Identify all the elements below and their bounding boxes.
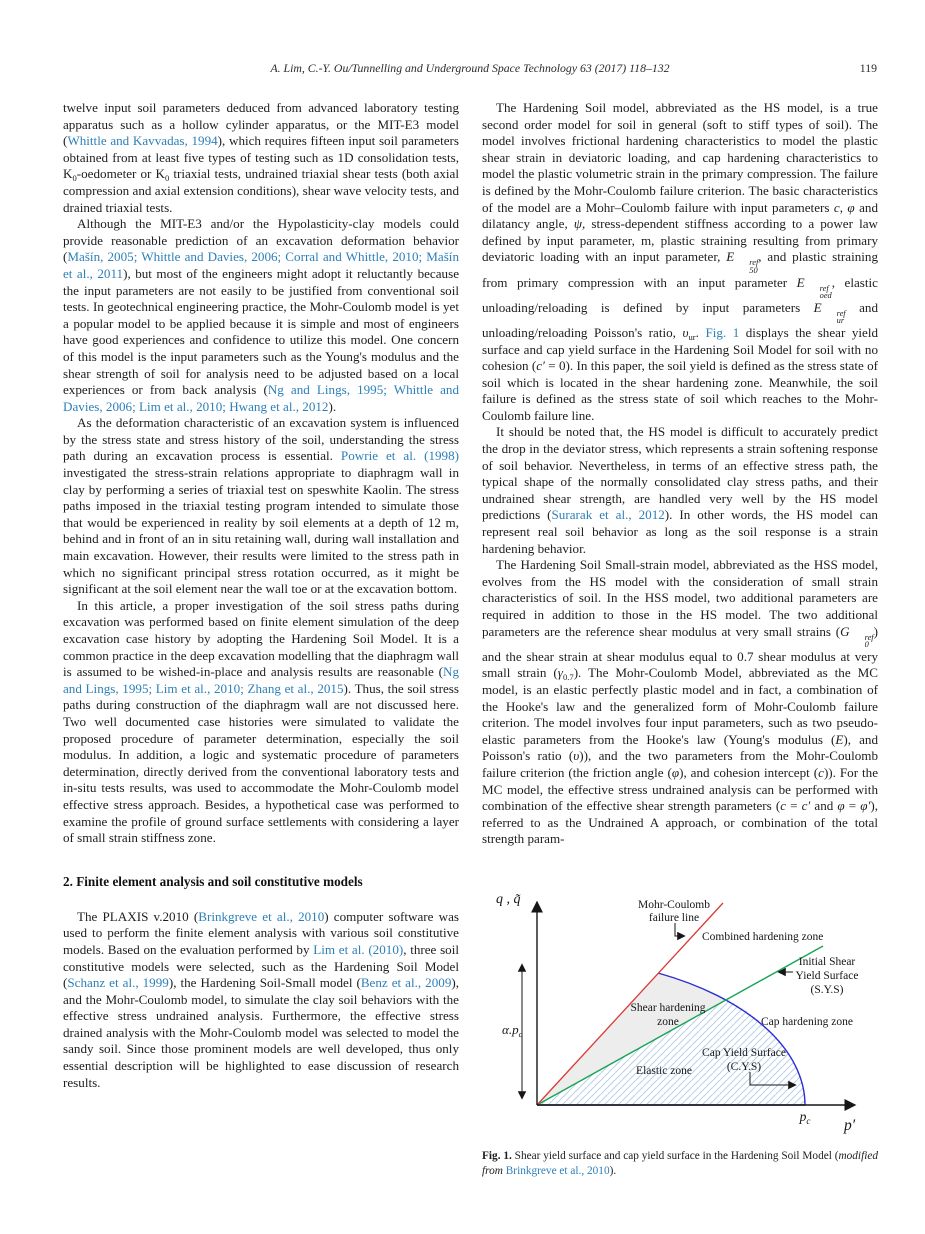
math-symbol: υur [682,324,696,342]
cap-yield-surface-curve [657,972,806,1106]
section-heading: 2. Finite element analysis and soil cons… [63,873,363,889]
citation-link[interactable]: Brinkgreve et al., 2010 [505,1164,610,1177]
shear-hardening-zone-label-line1: Shear hardening [630,1002,705,1014]
figure-1: q , q̃ Mohr-Coulomb failure line Combine… [482,891,878,1178]
citation-link[interactable]: Lim et al. (2010) [313,941,404,957]
cys-label-arrow [749,1072,797,1090]
cys-label-line1: Cap Yield Surface [702,1047,786,1059]
citation-link[interactable]: Mašín, 2005; Whittle and Davies, 2006; C… [63,249,459,281]
elastic-zone-label: Elastic zone [636,1065,692,1077]
citation-link[interactable]: Schanz et al., 1999 [67,975,169,991]
shear-hardening-zone-region [537,973,727,1105]
paragraph: Although the MIT-E3 and/or the Hypolasti… [63,216,460,414]
citation-link[interactable]: Fig. 1 [705,324,740,340]
paragraph: In this article, a proper investigation … [63,597,459,846]
citation-link[interactable]: Surarak et al., 2012 [551,507,665,523]
citation-link[interactable]: Whittle and Kavvadas, 1994 [67,133,218,149]
paragraph: It should be noted that, the HS model is… [482,424,878,556]
mohr-coulomb-failure-line [536,902,724,1106]
shear-hardening-zone-label-line2: zone [657,1016,679,1028]
figure-caption: Fig. 1. Shear yield surface and cap yiel… [482,1150,879,1177]
mc-label-line2: failure line [649,912,699,924]
hs-model-yield-surface-diagram: q , q̃ Mohr-Coulomb failure line Combine… [496,892,859,1134]
citation-link[interactable]: Powrie et al. (1998) [340,448,459,464]
paragraph: As the deformation characteristic of an … [63,415,459,597]
page-number: 119 [859,61,877,75]
alpha-pc-label: α.pc [502,1022,523,1039]
y-axis-label: q , q̃ [496,892,521,907]
sys-label-line1: Initial Shear [799,956,856,968]
combined-hardening-zone-label: Combined hardening zone [702,931,823,943]
sys-label-line3: (S.Y.S) [810,984,843,996]
cap-hardening-zone-label: Cap hardening zone [761,1016,853,1028]
paragraph: The PLAXIS v.2010 (Brinkgreve et al., 20… [63,908,460,1090]
sys-label-line2: Yield Surface [796,970,859,982]
math-symbol: γ0.7 [557,665,574,683]
journal-citation: A. Lim, C.-Y. Ou/Tunnelling and Undergro… [270,61,670,75]
paragraph: The Hardening Soil model, abbreviated as… [482,100,879,423]
initial-shear-yield-surface-line [536,945,824,1106]
elastic-zone-region [537,999,806,1105]
citation-link[interactable]: Benz et al., 2009 [360,975,452,991]
cys-label-line2: (C.Y.S) [727,1061,761,1073]
mc-label-line1: Mohr-Coulomb [638,899,710,911]
citation-link[interactable]: Ng and Lings, 1995; Lim et al., 2010; Zh… [63,664,459,696]
right-column: The Hardening Soil model, abbreviated as… [482,100,878,890]
paragraph-continuation: twelve input soil parameters deduced fro… [63,100,459,215]
running-head: A. Lim, C.-Y. Ou/Tunnelling and Undergro… [63,61,877,77]
citation-link[interactable]: Ng and Lings, 1995; Whittle and Davies, … [63,382,460,414]
math-symbol: K0 [63,166,77,184]
pc-tick-label: pc [799,1109,811,1126]
paragraph: The Hardening Soil Small-strain model, a… [482,557,879,847]
citation-link[interactable]: Brinkgreve et al., 2010 [198,908,325,924]
left-column: twelve input soil parameters deduced fro… [63,100,459,1091]
mohr-coulomb-label-arrow [674,923,686,941]
x-axis-label: p′ [843,1117,856,1134]
math-symbol: K0 [155,166,170,184]
